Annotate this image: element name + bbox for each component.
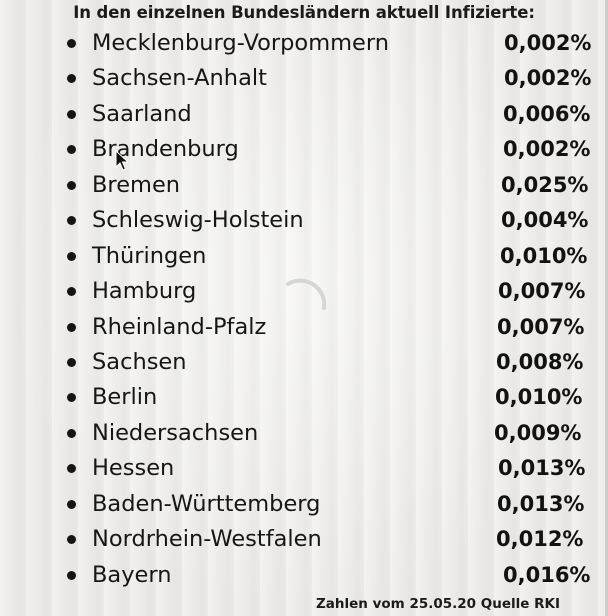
infection-rate: 0,002%	[504, 66, 592, 91]
bullet-icon	[67, 464, 76, 474]
state-list: Mecklenburg-Vorpommern 0,002% Sachsen-An…	[0, 26, 608, 593]
infection-rate: 0,008%	[496, 349, 584, 374]
bullet-icon	[67, 570, 76, 580]
bullet-icon	[67, 357, 76, 367]
state-name: Schleswig-Holstein	[92, 207, 304, 234]
state-name: Sachsen-Anhalt	[92, 65, 267, 92]
list-item: Mecklenburg-Vorpommern 0,002%	[0, 26, 608, 61]
bullet-icon	[67, 145, 76, 155]
infection-rate: 0,016%	[503, 562, 591, 587]
state-name: Mecklenburg-Vorpommern	[92, 30, 389, 56]
infection-rate: 0,007%	[497, 314, 585, 339]
source-caption: Zahlen vom 25.05.20 Quelle RKI	[316, 596, 560, 612]
list-item: Schleswig-Holstein 0,004%	[0, 203, 608, 238]
loading-spinner-icon	[286, 278, 327, 310]
list-item: Saarland 0,006%	[0, 97, 608, 132]
bullet-icon	[67, 180, 76, 190]
list-item: Hamburg 0,007%	[0, 274, 608, 309]
infection-rate: 0,004%	[501, 208, 589, 233]
bullet-icon	[67, 287, 76, 297]
infection-rate: 0,013%	[497, 491, 585, 516]
state-name: Baden-Württemberg	[92, 490, 321, 517]
list-item: Sachsen-Anhalt 0,002%	[0, 61, 608, 96]
infection-rate: 0,013%	[498, 456, 586, 481]
list-item: Rheinland-Pfalz 0,007%	[0, 310, 608, 345]
bullet-icon	[67, 393, 76, 403]
infection-rate: 0,025%	[501, 172, 589, 197]
list-item: Baden-Württemberg 0,013%	[0, 487, 608, 522]
bullet-icon	[67, 39, 76, 48]
state-name: Sachsen	[92, 348, 187, 375]
list-item: Brandenburg 0,002%	[0, 132, 608, 167]
list-item: Berlin 0,010%	[0, 380, 608, 415]
list-item: Nordrhein-Westfalen 0,012%	[0, 522, 608, 557]
state-name: Niedersachsen	[92, 419, 259, 446]
bullet-icon	[67, 109, 76, 119]
list-item: Bayern 0,016%	[0, 558, 608, 593]
infection-rate: 0,010%	[495, 385, 583, 410]
state-name: Bremen	[92, 171, 181, 198]
state-name: Saarland	[92, 100, 192, 127]
infection-rate: 0,012%	[496, 527, 584, 552]
state-name: Hamburg	[92, 278, 197, 305]
infection-rate: 0,007%	[498, 279, 586, 304]
infection-rate: 0,002%	[504, 31, 592, 55]
list-item: Thüringen 0,010%	[0, 239, 608, 274]
list-item: Bremen 0,025%	[0, 168, 608, 203]
infection-rate: 0,009%	[494, 420, 582, 445]
bullet-icon	[67, 535, 76, 545]
list-item: Hessen 0,013%	[0, 451, 608, 486]
infection-rate: 0,002%	[503, 137, 591, 162]
infection-rate: 0,006%	[503, 101, 591, 126]
infection-rate: 0,010%	[500, 243, 588, 268]
list-item: Sachsen 0,008%	[0, 345, 608, 380]
state-name: Nordrhein-Westfalen	[92, 526, 322, 553]
list-item: Niedersachsen 0,009%	[0, 416, 608, 451]
bullet-icon	[67, 499, 76, 509]
bullet-icon	[67, 322, 76, 332]
bullet-icon	[67, 216, 76, 226]
state-name: Thüringen	[92, 242, 207, 269]
state-name: Hessen	[92, 455, 175, 482]
bullet-icon	[67, 74, 76, 84]
state-name: Bayern	[92, 561, 172, 588]
mouse-pointer-icon	[115, 150, 129, 171]
bullet-icon	[67, 251, 76, 261]
state-name: Berlin	[92, 384, 158, 411]
bullet-icon	[67, 428, 76, 438]
state-name: Rheinland-Pfalz	[92, 313, 267, 340]
page-title: In den einzelnen Bundesländern aktuell I…	[73, 3, 535, 22]
